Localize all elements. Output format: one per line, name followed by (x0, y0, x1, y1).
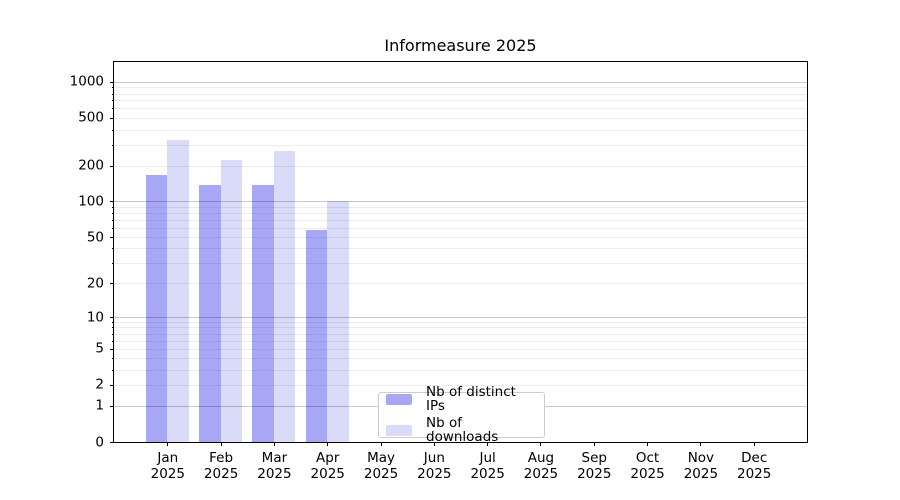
x-tick-mark (221, 442, 222, 446)
y-tick-label: 1000 (70, 76, 104, 90)
x-tick-mark (327, 442, 328, 446)
x-tick-label-nov: Nov2025 (684, 450, 718, 483)
y-gridline-minor (114, 166, 807, 167)
y-gridline-minor (114, 327, 807, 328)
x-tick-mark (700, 442, 701, 446)
x-tick-year: 2025 (470, 466, 504, 482)
y-tick-mark (110, 442, 114, 443)
y-gridline-minor (114, 283, 807, 284)
legend-row-downloads: Nb of downloads (386, 417, 537, 444)
y-gridline-minor (114, 358, 807, 359)
y-tick-label: 100 (78, 195, 104, 209)
x-tick-label-jun: Jun2025 (417, 450, 451, 483)
bar-distinct-ips-feb (199, 185, 221, 442)
legend: Nb of distinct IPs Nb of downloads (378, 392, 545, 438)
y-gridline-minor (114, 118, 807, 119)
x-tick-label-oct: Oct2025 (630, 450, 664, 483)
x-tick-mark (167, 442, 168, 446)
y-gridline-minor (114, 370, 807, 371)
x-tick-year: 2025 (151, 466, 185, 482)
y-gridline-minor (114, 341, 807, 342)
x-tick-mark (274, 442, 275, 446)
y-tick-label: 1 (95, 400, 104, 414)
legend-row-distinct-ips: Nb of distinct IPs (386, 386, 537, 413)
bar-downloads-jan (167, 140, 189, 442)
bar-distinct-ips-mar (252, 185, 274, 442)
x-tick-year: 2025 (364, 466, 398, 482)
y-tick-label: 200 (78, 159, 104, 173)
x-tick-mark (540, 442, 541, 446)
y-gridline-minor (114, 220, 807, 221)
legend-label-downloads: Nb of downloads (426, 417, 537, 444)
x-tick-year: 2025 (684, 466, 718, 482)
y-gridline-minor (114, 263, 807, 264)
legend-swatch-distinct-ips (386, 394, 412, 405)
x-tick-year: 2025 (311, 466, 345, 482)
y-tick-label: 10 (87, 311, 104, 325)
x-tick-label-aug: Aug2025 (524, 450, 558, 483)
y-tick-label: 5 (95, 342, 104, 356)
y-tick-label: 20 (87, 277, 104, 291)
x-tick-label-feb: Feb2025 (204, 450, 238, 483)
y-gridline-minor (114, 228, 807, 229)
y-tick-label: 2 (95, 378, 104, 392)
bar-distinct-ips-jan (146, 175, 168, 442)
legend-label-distinct-ips: Nb of distinct IPs (426, 386, 537, 413)
y-tick-label: 0 (95, 436, 104, 450)
y-gridline-minor (114, 237, 807, 238)
y-gridline-minor (114, 108, 807, 109)
x-tick-year: 2025 (204, 466, 238, 482)
x-tick-year: 2025 (577, 466, 611, 482)
y-tick-label: 500 (78, 112, 104, 126)
y-gridline-minor (114, 322, 807, 323)
y-tick-label: 50 (87, 231, 104, 245)
y-gridline-minor (114, 145, 807, 146)
legend-swatch-downloads (386, 425, 412, 436)
bar-downloads-mar (274, 151, 296, 442)
y-gridline-minor (114, 87, 807, 88)
y-gridline-major (114, 317, 807, 318)
x-tick-year: 2025 (737, 466, 771, 482)
x-tick-year: 2025 (257, 466, 291, 482)
y-gridline-minor (114, 130, 807, 131)
y-gridline-minor (114, 100, 807, 101)
x-tick-label-mar: Mar2025 (257, 450, 291, 483)
x-tick-label-dec: Dec2025 (737, 450, 771, 483)
x-tick-year: 2025 (524, 466, 558, 482)
x-tick-label-sep: Sep2025 (577, 450, 611, 483)
x-tick-mark (594, 442, 595, 446)
x-tick-mark (754, 442, 755, 446)
x-tick-year: 2025 (417, 466, 451, 482)
y-gridline-major (114, 201, 807, 202)
chart-title: Informeasure 2025 (113, 36, 808, 55)
y-gridline-minor (114, 213, 807, 214)
x-tick-label-jan: Jan2025 (151, 450, 185, 483)
x-tick-label-apr: Apr2025 (311, 450, 345, 483)
chart-figure: Informeasure 2025 1000500200100502010521… (0, 0, 900, 500)
x-tick-mark (381, 442, 382, 446)
y-gridline-minor (114, 207, 807, 208)
y-gridline-minor (114, 334, 807, 335)
y-gridline-minor (114, 248, 807, 249)
x-tick-mark (647, 442, 648, 446)
y-gridline-minor (114, 94, 807, 95)
y-gridline-major (114, 82, 807, 83)
y-gridline-minor (114, 349, 807, 350)
x-tick-label-may: May2025 (364, 450, 398, 483)
x-tick-label-jul: Jul2025 (470, 450, 504, 483)
x-tick-year: 2025 (630, 466, 664, 482)
